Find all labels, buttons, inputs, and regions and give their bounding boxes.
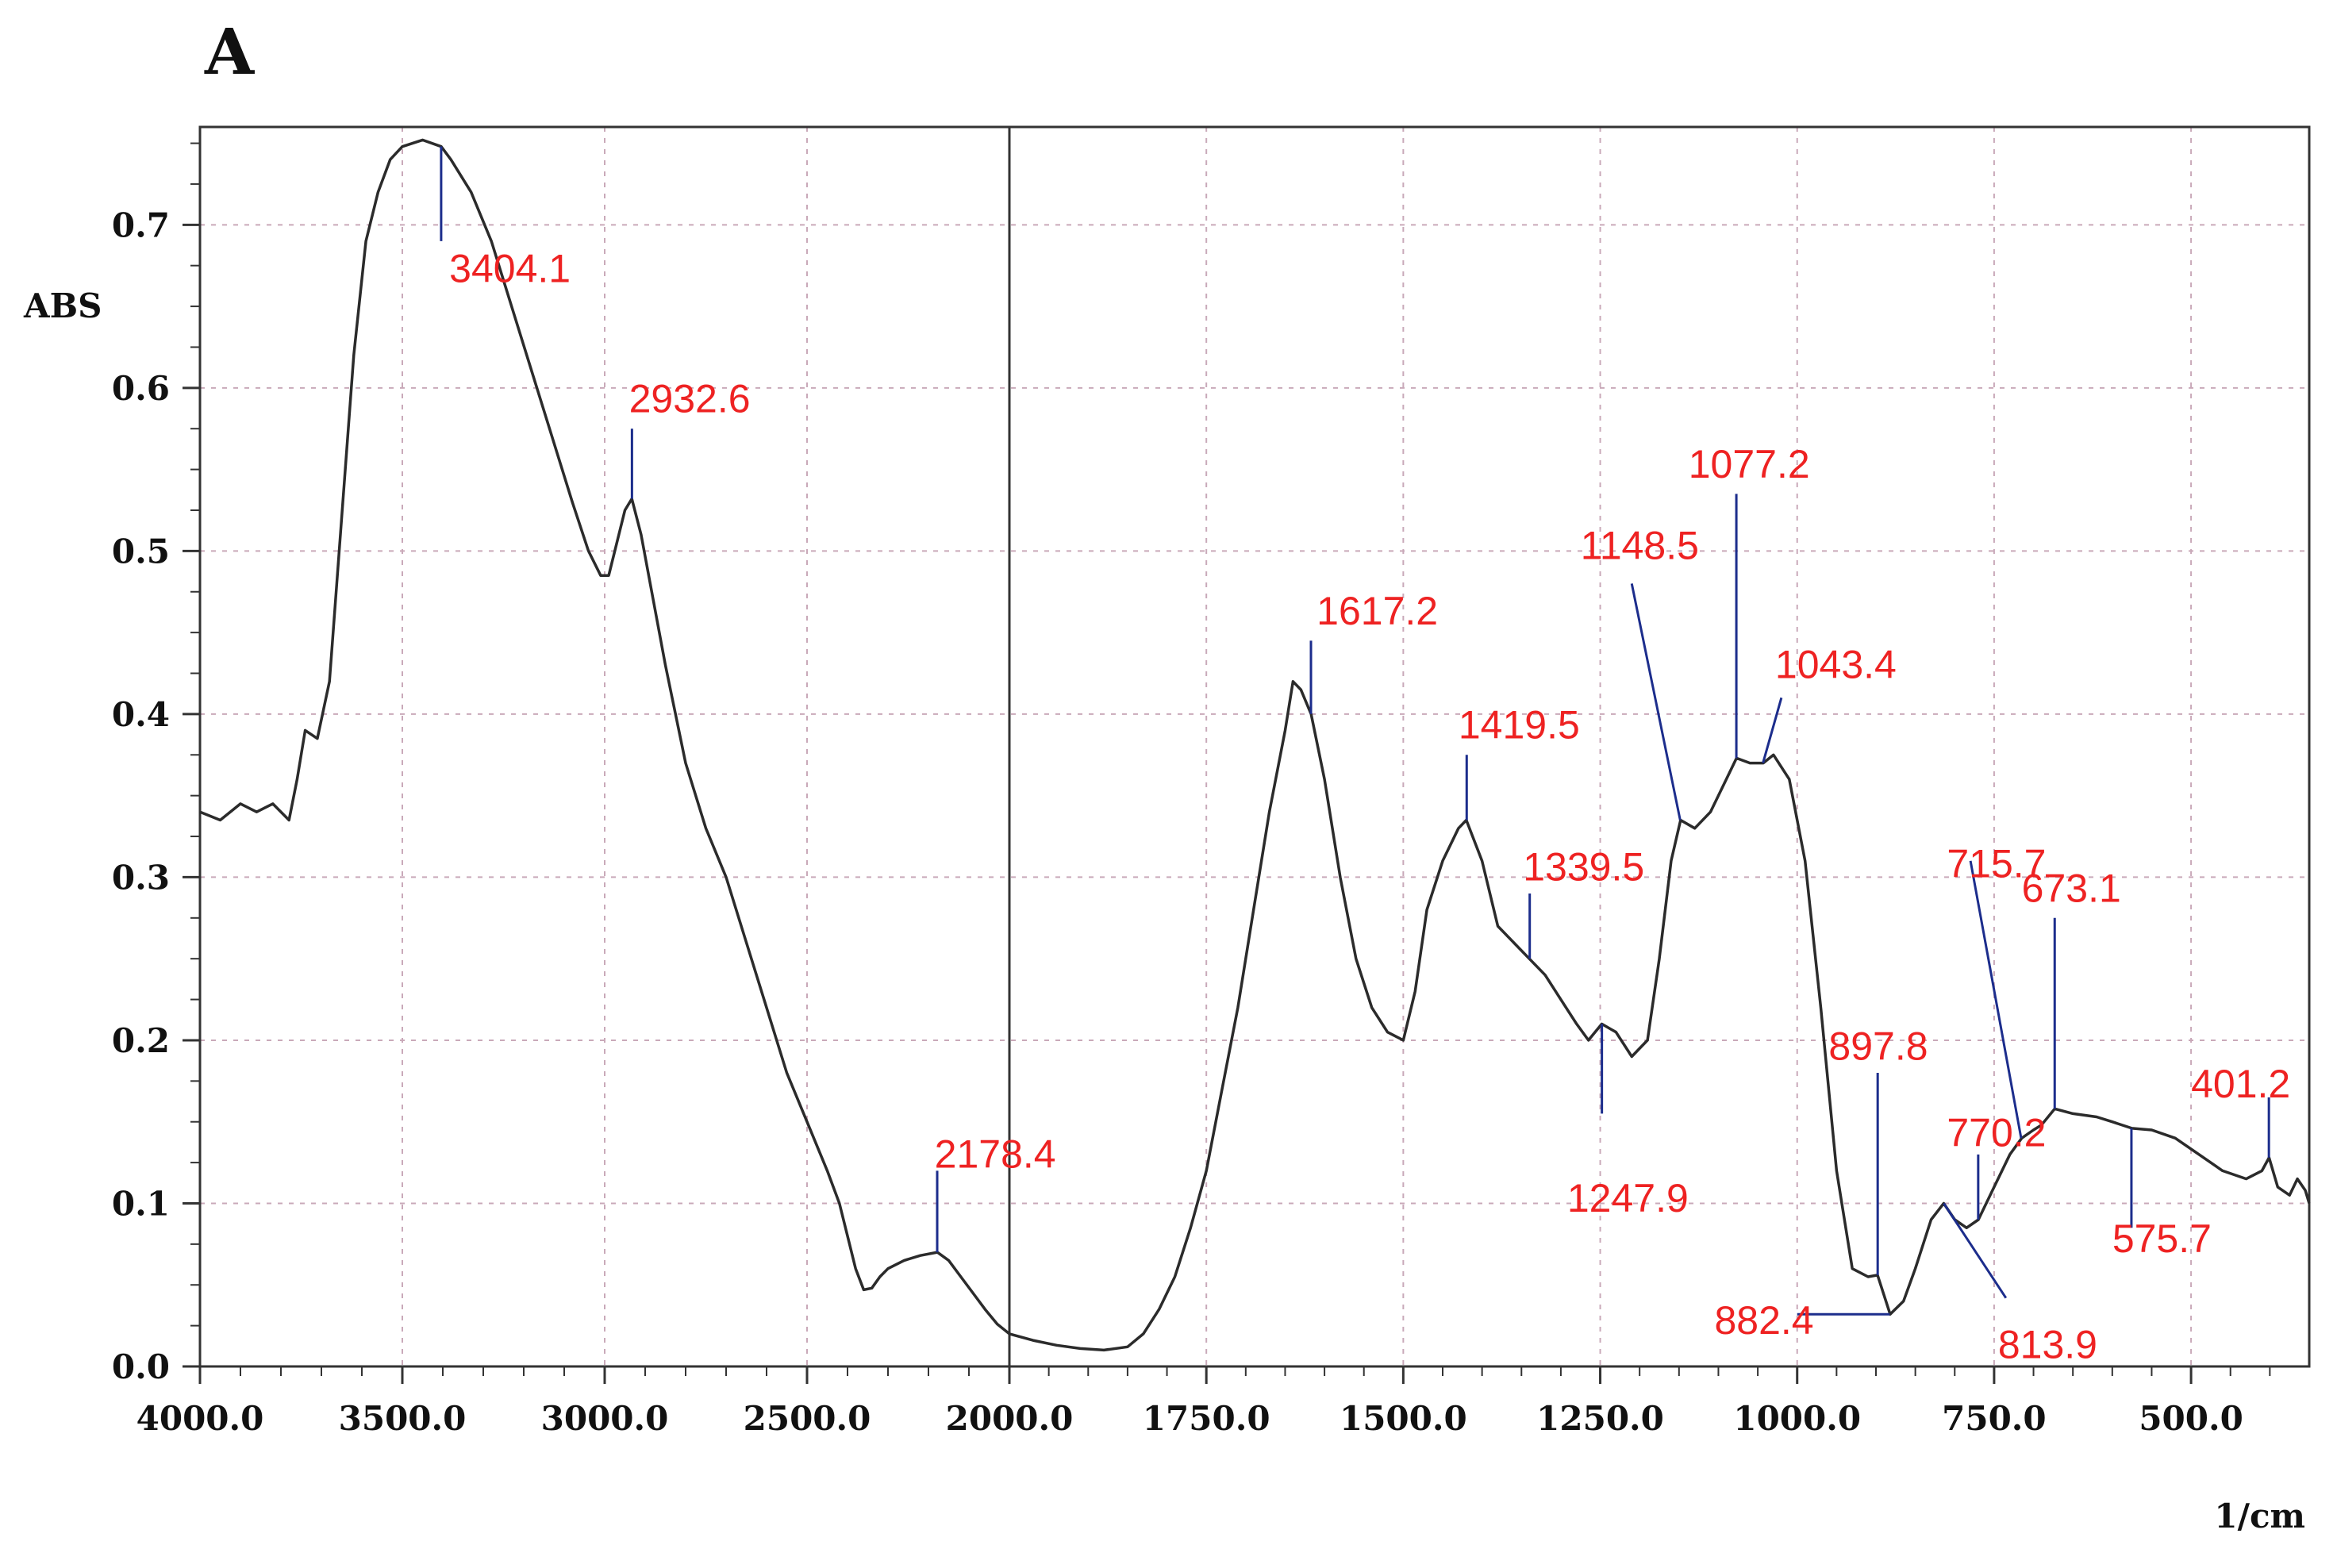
plot-frame bbox=[198, 125, 2311, 1368]
y-tick-label: 0.6 bbox=[112, 369, 170, 408]
x-tick-label: 2500.0 bbox=[744, 1399, 871, 1438]
peak-label: 575.7 bbox=[2112, 1216, 2212, 1261]
y-axis: 0.0 0.1 0.2 0.3 0.4 0.5 0.6 0.7 bbox=[112, 142, 200, 1386]
y-axis-label: ABS bbox=[23, 286, 102, 325]
peak-leader-line bbox=[1762, 697, 1783, 763]
x-tick-label: 500.0 bbox=[2139, 1399, 2243, 1438]
peak-leader-line bbox=[1943, 1202, 2008, 1299]
peak-label: 673.1 bbox=[2022, 866, 2121, 910]
peak-label: 715.7 bbox=[1947, 841, 2046, 886]
x-tick-label: 3500.0 bbox=[339, 1399, 467, 1438]
panel-label: A bbox=[205, 14, 255, 89]
peak-label: 401.2 bbox=[2191, 1062, 2290, 1106]
peak-label: 3404.1 bbox=[449, 246, 571, 290]
peak-label: 813.9 bbox=[1998, 1323, 2097, 1367]
y-tick-label: 0.4 bbox=[112, 695, 170, 734]
x-tick-label: 1500.0 bbox=[1340, 1399, 1467, 1438]
y-tick-label: 0.2 bbox=[112, 1021, 170, 1060]
peak-label: 1148.5 bbox=[1581, 524, 1699, 568]
spectrum-line bbox=[199, 138, 2311, 1352]
peak-label: 770.2 bbox=[1947, 1111, 2046, 1155]
peak-annotations: 3404.1 2932.6 2178.4 1617.2 1419.5 1339.5 1247… bbox=[440, 146, 2290, 1367]
peak-label: 1419.5 bbox=[1459, 703, 1580, 747]
peak-label: 882.4 bbox=[1714, 1298, 1813, 1343]
x-tick-label: 750.0 bbox=[1942, 1399, 2047, 1438]
peak-label: 2178.4 bbox=[935, 1132, 1056, 1176]
y-tick-label: 0.7 bbox=[112, 206, 170, 244]
y-tick-label: 0.0 bbox=[112, 1347, 170, 1386]
x-tick-label: 3000.0 bbox=[541, 1399, 669, 1438]
x-tick-label: 1000.0 bbox=[1733, 1399, 1861, 1438]
peak-label: 1077.2 bbox=[1689, 442, 1810, 486]
peak-label: 1617.2 bbox=[1316, 589, 1438, 633]
x-tick-label: 4000.0 bbox=[136, 1399, 264, 1438]
grid-lines bbox=[200, 127, 2309, 1366]
x-tick-label: 2000.0 bbox=[946, 1399, 1074, 1438]
x-tick-label: 1250.0 bbox=[1536, 1399, 1664, 1438]
peak-label: 2932.6 bbox=[629, 377, 751, 421]
x-axis: 4000.0 3500.0 3000.0 2500.0 2000.0 1750.0 1500… bbox=[136, 1366, 2271, 1438]
peak-label: 897.8 bbox=[1828, 1024, 1928, 1069]
x-tick-label: 1750.0 bbox=[1143, 1399, 1270, 1438]
peak-label: 1247.9 bbox=[1567, 1176, 1689, 1220]
x-axis-label: 1/cm bbox=[2214, 1497, 2305, 1535]
peak-label: 1339.5 bbox=[1523, 845, 1644, 890]
peak-label: 1043.4 bbox=[1775, 643, 1897, 687]
y-tick-label: 0.3 bbox=[112, 858, 170, 897]
peak-leader-line bbox=[1969, 860, 2023, 1139]
peak-leader-line bbox=[1630, 583, 1682, 821]
y-tick-label: 0.5 bbox=[112, 532, 170, 571]
y-tick-label: 0.1 bbox=[112, 1184, 170, 1223]
